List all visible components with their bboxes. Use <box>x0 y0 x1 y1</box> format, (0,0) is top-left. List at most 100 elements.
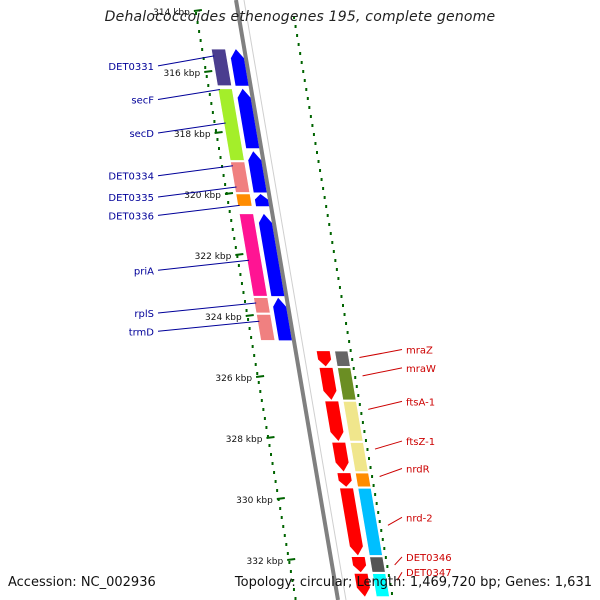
strand-arrow-plus[interactable] <box>354 573 370 597</box>
gene-mraZ[interactable] <box>334 350 351 367</box>
strand-arrow-minus[interactable] <box>248 151 267 193</box>
tick-dot <box>296 34 299 37</box>
tick-dot <box>254 363 257 366</box>
tick-dot <box>371 475 374 478</box>
strand-arrow-plus[interactable] <box>332 442 349 472</box>
gene-DET0331[interactable] <box>210 48 232 87</box>
tick-dot <box>260 399 263 402</box>
strand-arrow-minus[interactable] <box>273 297 292 341</box>
gene-trmD[interactable] <box>256 314 276 341</box>
tick-label: 330 kbp <box>236 496 273 506</box>
gene-DET0335[interactable] <box>235 193 253 207</box>
strand-arrow-plus[interactable] <box>351 556 367 573</box>
tick-dot <box>305 88 308 91</box>
tick-dot <box>342 304 344 307</box>
gene-label-ftsA-1[interactable]: ftsA-1 <box>406 397 435 408</box>
gene-label-secF[interactable]: secF <box>131 95 154 106</box>
gene-DET0347[interactable] <box>372 573 390 597</box>
tick-dot <box>375 502 378 505</box>
gene-label-nrdR[interactable]: nrdR <box>406 465 430 476</box>
tick-mark <box>245 314 254 317</box>
gene-label-DET0334[interactable]: DET0334 <box>108 172 154 183</box>
gene-ftsZ-1[interactable] <box>349 442 369 472</box>
tick-dot <box>236 255 239 258</box>
tick-label: 318 kbp <box>174 130 211 140</box>
gene-secD[interactable] <box>217 88 245 161</box>
tick-dot <box>377 511 380 514</box>
gene-DET0346[interactable] <box>369 556 386 573</box>
gene-label-priA[interactable]: priA <box>134 266 154 277</box>
tick-dot <box>233 237 236 240</box>
tick-dot <box>228 210 231 213</box>
gene-label-DET0335[interactable]: DET0335 <box>108 193 154 204</box>
tick-dot <box>268 444 271 447</box>
tick-dot <box>315 151 318 154</box>
tick-dot <box>265 426 268 429</box>
label-leader <box>157 302 257 314</box>
strand-arrow-plus[interactable] <box>316 351 332 367</box>
tick-label: 324 kbp <box>205 313 242 323</box>
strand-arrow-plus[interactable] <box>337 473 352 487</box>
gene-label-DET0336[interactable]: DET0336 <box>108 211 154 222</box>
strand-arrow-plus[interactable] <box>340 488 363 556</box>
gene-label-mraW[interactable]: mraW <box>406 364 436 375</box>
strand-arrow-plus[interactable] <box>325 401 344 442</box>
tick-dot <box>286 552 289 555</box>
tick-dot <box>343 313 346 316</box>
label-leaders: DET0331 secF secD DET0334 DET0335 DET0336 priA… <box>108 55 452 581</box>
tick-dot <box>308 106 311 109</box>
strand-arrow-minus[interactable] <box>258 213 285 297</box>
gene-rplS[interactable] <box>253 297 271 314</box>
gene-label-DET0347[interactable]: DET0347 <box>406 568 452 579</box>
tick-dot <box>237 264 240 267</box>
tick-dot <box>346 331 349 334</box>
strand-arrow-minus[interactable] <box>237 88 260 149</box>
tick-dot <box>293 16 296 19</box>
tick-dot <box>217 147 220 150</box>
gene-DET0334[interactable] <box>230 161 251 193</box>
tick-dot <box>325 205 328 208</box>
tick-dot <box>274 480 277 483</box>
gene-ftsA-1[interactable] <box>342 401 364 442</box>
tick-label: 326 kbp <box>215 374 252 384</box>
strand-arrow-minus[interactable] <box>230 49 249 86</box>
tick-dot <box>207 84 210 87</box>
gene-priA[interactable] <box>238 213 268 297</box>
gene-nrd-2[interactable] <box>357 488 383 556</box>
gene-label-secD[interactable]: secD <box>129 129 154 140</box>
tick-dot <box>300 61 303 64</box>
tick-dot <box>386 565 389 568</box>
tick-label: 320 kbp <box>184 191 221 201</box>
tick-dot <box>251 345 254 348</box>
strand-arrow-minus[interactable] <box>254 194 270 207</box>
tick-dot <box>210 102 213 105</box>
tick-dot <box>205 75 208 78</box>
tick-dot <box>380 529 383 532</box>
tick-dot <box>384 556 387 559</box>
gene-label-nrd-2[interactable]: nrd-2 <box>406 513 433 524</box>
label-leader <box>157 55 215 67</box>
strand-arrow-plus[interactable] <box>319 367 337 400</box>
tick-dot <box>234 246 237 249</box>
tick-dot <box>297 43 300 46</box>
gene-label-DET0331[interactable]: DET0331 <box>108 62 154 73</box>
gene-label-rplS[interactable]: rplS <box>134 309 154 320</box>
gene-label-mraZ[interactable]: mraZ <box>406 346 433 357</box>
gene-mraW[interactable] <box>337 367 357 401</box>
tick-mark <box>204 70 213 73</box>
gene-nrdR[interactable] <box>355 472 372 488</box>
gene-label-ftsZ-1[interactable]: ftsZ-1 <box>406 437 435 448</box>
label-leader <box>157 88 220 100</box>
tick-dot <box>366 448 369 451</box>
tick-dot <box>294 597 297 600</box>
gene-label-DET0346[interactable]: DET0346 <box>406 553 452 564</box>
tick-dot <box>216 138 219 141</box>
tick-dot <box>273 471 276 474</box>
tick-dot <box>248 327 251 330</box>
tick-dot <box>266 435 269 438</box>
gene-label-trmD[interactable]: trmD <box>129 327 155 338</box>
tick-dot <box>331 241 334 244</box>
tick-dot <box>314 142 317 145</box>
tick-dot <box>335 268 338 271</box>
tick-label: 332 kbp <box>247 557 284 567</box>
